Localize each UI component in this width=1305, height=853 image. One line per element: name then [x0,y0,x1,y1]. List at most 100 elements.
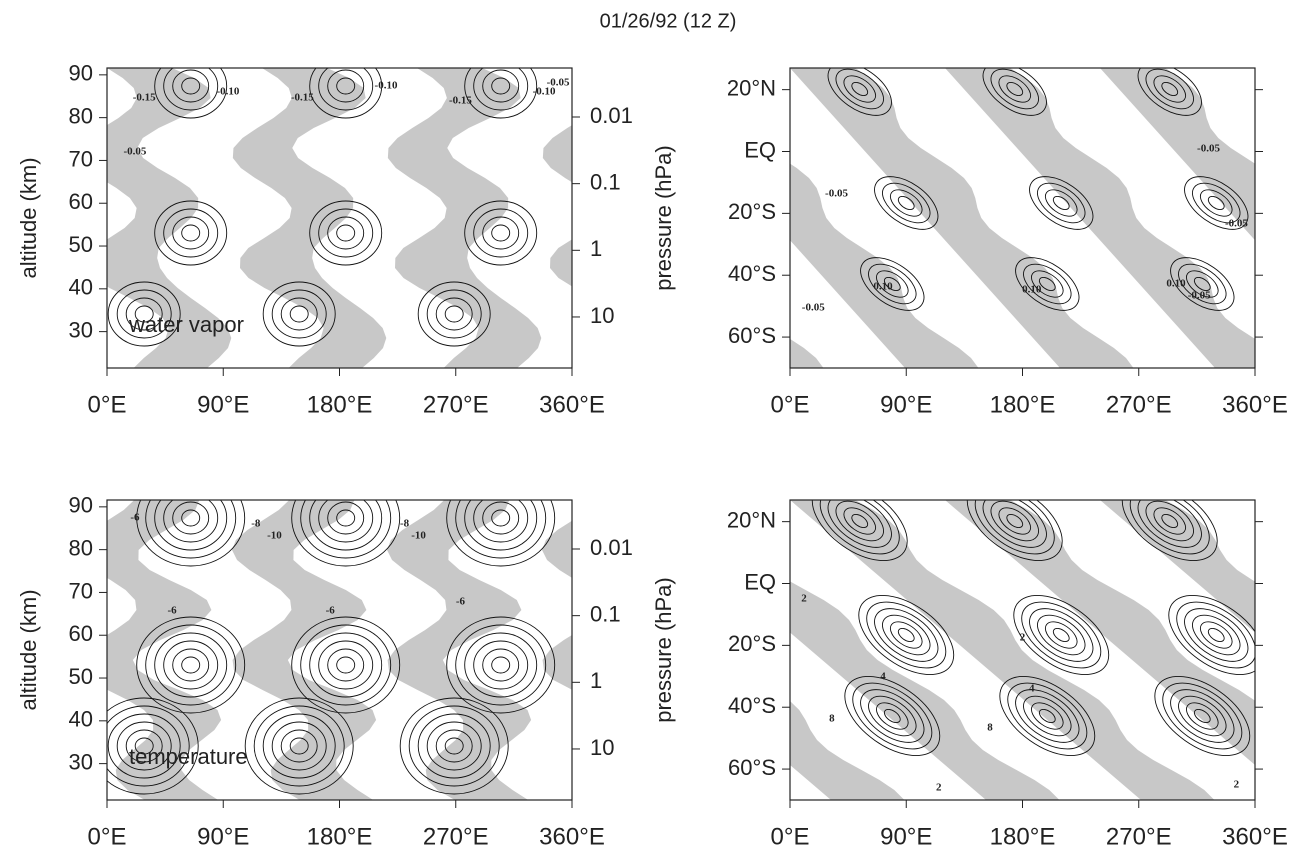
shaded-region [945,500,1255,765]
contour-line [253,705,345,787]
contour-line [280,729,318,763]
shaded-region [790,68,1134,368]
y-tick-label: 20°S [728,631,776,656]
y-tick-label: 60 [69,621,93,646]
contour-line [851,513,869,529]
contour-line [1192,614,1241,656]
contour-line [889,189,923,217]
contour-line [172,216,210,250]
x-tick-label: 180°E [307,823,373,850]
contour-label: -0.05 [123,146,146,158]
contour-line [1178,695,1227,737]
x-tick-label: 360°E [539,391,605,418]
contour-line [852,682,933,750]
contour-line [271,721,327,771]
contour-line [327,648,365,682]
x-tick-label: 360°E [1222,391,1288,418]
contour-line [172,648,210,682]
contour-line [876,270,909,298]
contour-line [473,208,529,258]
contour-label: -0.15 [291,92,314,104]
contour-line [1186,270,1219,298]
contour-line [399,697,509,795]
x-tick-label: 360°E [539,823,605,850]
contour-line [154,632,228,698]
x-tick-label: 90°E [197,391,249,418]
contour-line [990,68,1039,110]
contour-line [154,500,228,551]
shaded-region [232,500,377,800]
contour-line [116,289,172,339]
contour-line [1170,689,1235,743]
contour-line [473,640,529,690]
shaded-region [945,68,1255,368]
contour-label: -10 [267,530,282,542]
contour-label: -0.10 [375,80,398,92]
contour-panel: -0.15 -0.10 -0.15-0.10-0.15-0.10-0.05-0.05… [16,61,676,419]
contour-line [107,713,181,779]
contour-line [291,616,401,714]
contour-panel: 2 2 4 4 8 8 2 2 0°E 90°E 180°E 270°E 360°E 20°N EQ 20°S… [727,499,1288,850]
contour-line [883,708,901,724]
y-tick-label: 60 [69,189,93,214]
contour-line [163,68,219,111]
contour-line [897,195,915,211]
x-tick-label: 90°E [880,823,932,850]
contour-line [417,713,491,779]
contour-label: 0.10 [1022,284,1042,296]
contour-line [163,640,219,690]
contour-line [1184,176,1249,230]
contour-label: -8 [400,518,410,530]
x-tick-label: 180°E [307,391,373,418]
contour-line [181,656,201,674]
contour-line [897,627,915,643]
contour-panel: -0.05-0.05-0.05-0.050.10 0.10 0.10-0.050°E… [727,67,1288,418]
contour-line [1006,81,1024,97]
contour-label: 8 [987,722,993,734]
figure-title: 01/26/92 (12 Z) [600,10,737,32]
contour-line [455,500,547,559]
contour-line [136,616,246,714]
contour-line [1044,621,1078,649]
contour-line [145,500,237,559]
contour-line [874,608,939,662]
contour-line [1052,627,1070,643]
contour-line [851,81,869,97]
x-tick-label: 0°E [88,391,127,418]
contour-line [336,656,356,674]
x-tick-label: 270°E [423,823,489,850]
contour-line [327,501,365,535]
contour-line [883,276,901,292]
contour-line [1023,263,1072,305]
panel-annotation: temperature [129,744,248,769]
contour-line [473,500,529,543]
contour-line [1153,507,1187,535]
contour-line [1037,614,1086,656]
contour-line [966,500,1063,561]
contour-line [1031,702,1064,730]
y-tick-label: EQ [744,569,776,594]
y-tick-label: 70 [69,578,93,603]
contour-line [327,69,365,103]
contour-line [1145,500,1194,542]
y2-tick-label: 0.1 [590,601,621,626]
contour-line [262,713,336,779]
contour-line [336,509,356,527]
y-tick-label: 40°S [728,693,776,718]
x-tick-label: 180°E [990,391,1056,418]
contour-label: -0.15 [133,92,156,104]
contour-line [145,624,237,706]
contour-label: 8 [829,713,835,725]
contour-line [125,297,163,331]
contour-line [1044,189,1078,217]
contour-line [1015,257,1080,311]
contour-line [1121,500,1218,561]
contour-line [134,305,154,323]
contour-line [327,216,365,250]
y2-tick-label: 10 [590,735,614,760]
contour-line [426,289,482,339]
contour-line [1199,621,1233,649]
contour-label: -0.05 [1188,290,1211,302]
contour-label: -0.05 [1197,143,1220,155]
y-tick-label: 80 [69,535,93,560]
